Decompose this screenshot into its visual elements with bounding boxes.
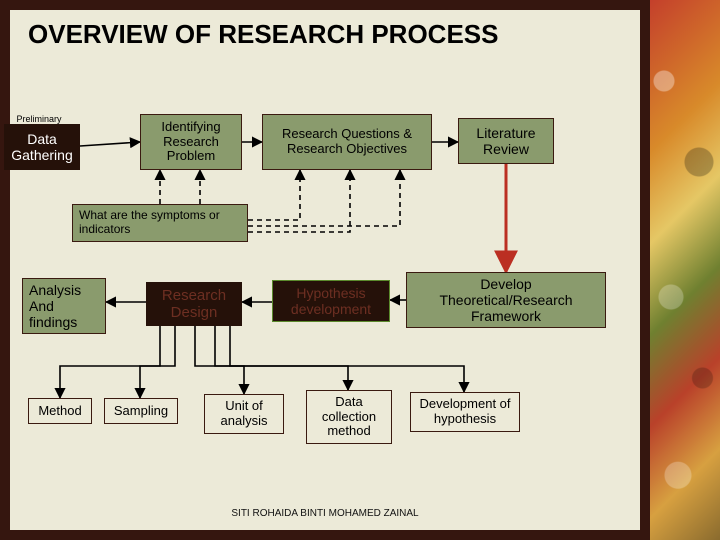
decorative-side-strip <box>650 0 720 540</box>
node-hypothesis: Hypothesis development <box>272 280 390 322</box>
node-identifying: Identifying Research Problem <box>140 114 242 170</box>
node-data_collection: Data collection method <box>306 390 392 444</box>
slide: OVERVIEW OF RESEARCH PROCESS Preliminary… <box>0 0 720 540</box>
node-framework: Develop Theoretical/Research Framework <box>406 272 606 328</box>
edge-research_design-data_collection <box>215 326 348 390</box>
node-method: Method <box>28 398 92 424</box>
edge-research_design-dev_hyp <box>230 326 464 392</box>
page-title: OVERVIEW OF RESEARCH PROCESS <box>28 20 588 50</box>
edge-symptoms-rq <box>248 170 350 232</box>
edge-research_design-unit <box>195 326 244 394</box>
node-rq: Research Questions & Research Objectives <box>262 114 432 170</box>
node-research_design: Research Design <box>146 282 242 326</box>
node-sampling: Sampling <box>104 398 178 424</box>
node-dev_hyp: Development of hypothesis <box>410 392 520 432</box>
edge-data_gathering-identifying <box>80 142 140 146</box>
connector-layer <box>10 10 640 530</box>
node-data_gathering: Data Gathering <box>4 124 80 170</box>
node-litrev: Literature Review <box>458 118 554 164</box>
edge-symptoms-rq <box>248 170 300 220</box>
edge-research_design-sampling <box>140 326 175 398</box>
node-symptoms: What are the symptoms or indicators <box>72 204 248 242</box>
main-canvas: OVERVIEW OF RESEARCH PROCESS Preliminary… <box>0 0 650 540</box>
node-analysis: Analysis And findings <box>22 278 106 334</box>
footer-credit: SITI ROHAIDA BINTI MOHAMED ZAINAL <box>10 508 640 519</box>
edge-symptoms-rq <box>248 170 400 226</box>
edge-research_design-method <box>60 326 160 398</box>
node-unit: Unit of analysis <box>204 394 284 434</box>
